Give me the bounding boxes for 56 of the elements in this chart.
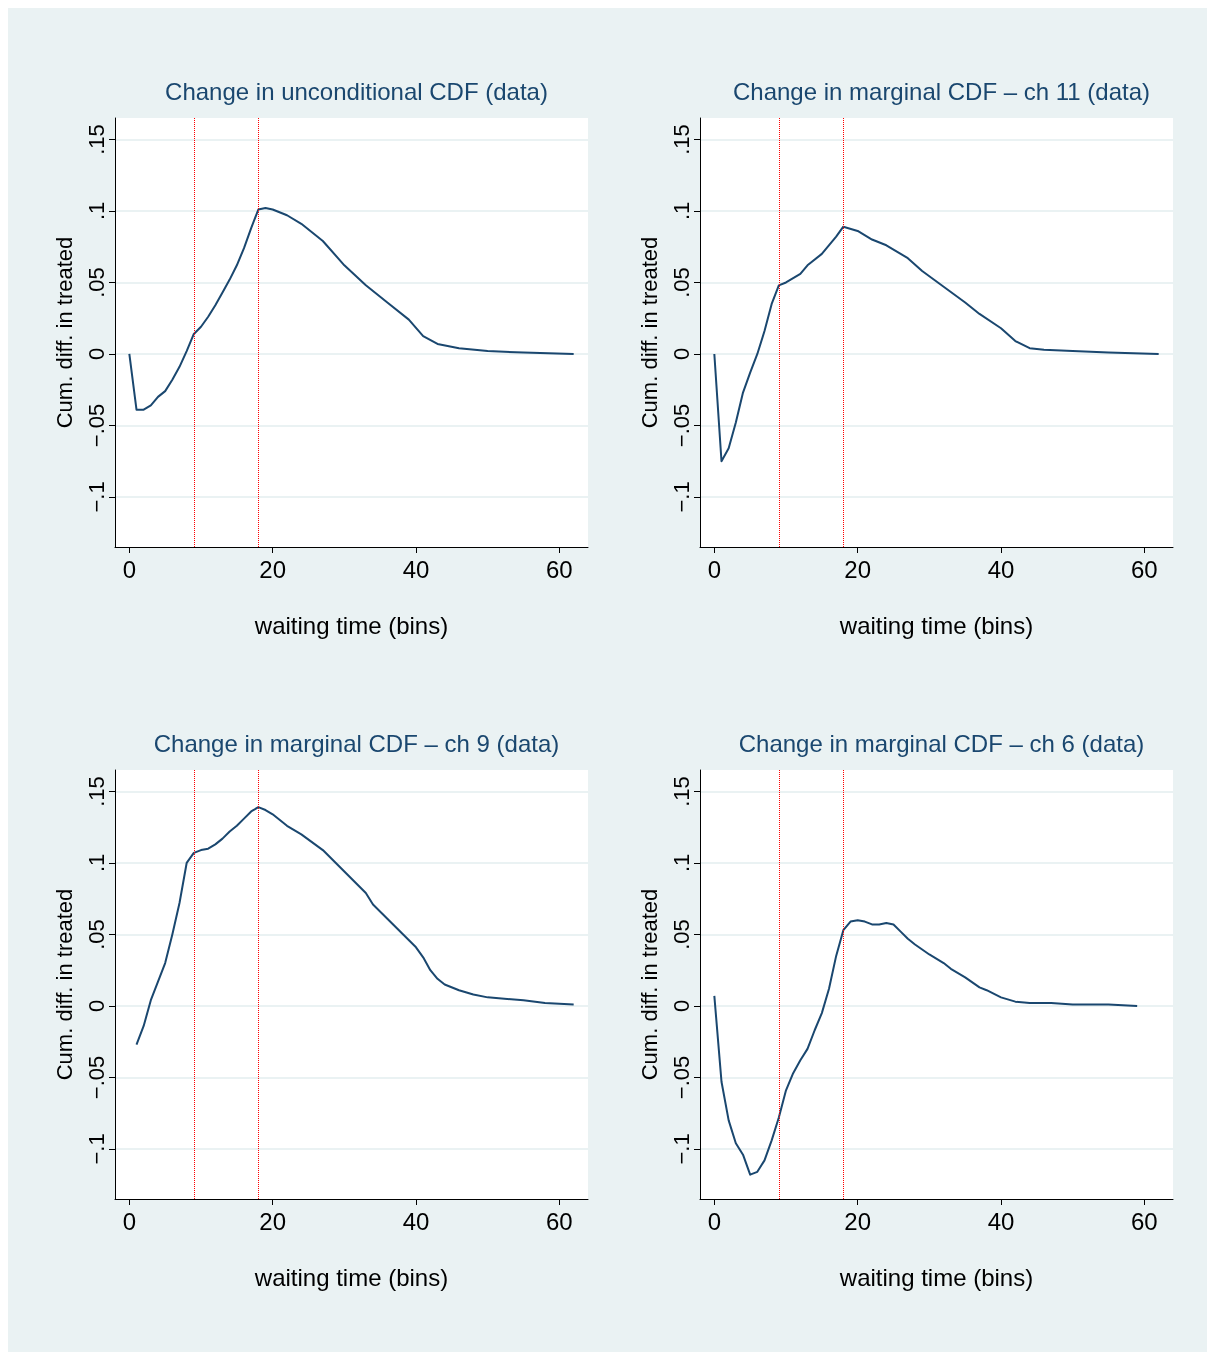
x-tick-label: 60 <box>1130 555 1158 583</box>
x-tick-label: 40 <box>402 1207 430 1235</box>
line-series <box>135 806 575 1046</box>
x-tick-label: 20 <box>259 555 287 583</box>
y-tick-label: −.05 <box>668 1055 694 1100</box>
line-series <box>713 919 1139 1176</box>
y-tick-label: .05 <box>83 267 109 298</box>
y-tick-label: .15 <box>668 776 694 807</box>
x-tick-label: 60 <box>1130 1207 1158 1235</box>
y-axis-title: Cum. diff. in treated <box>636 888 662 1081</box>
chart-title: Change in unconditional CDF (data) <box>165 77 548 105</box>
y-tick-label: 0 <box>83 999 109 1013</box>
y-tick-label: .05 <box>83 919 109 950</box>
x-tick-label: 60 <box>545 555 573 583</box>
y-tick-label: −.1 <box>83 1133 109 1165</box>
y-tick-label: .1 <box>668 853 694 873</box>
y-tick-label: .1 <box>668 201 694 221</box>
chart-title: Change in marginal CDF – ch 9 (data) <box>153 729 560 757</box>
y-axis-title: Cum. diff. in treated <box>636 236 662 429</box>
x-tick-label: 40 <box>402 555 430 583</box>
x-tick-label: 20 <box>259 1207 287 1235</box>
x-tick-label: 20 <box>844 555 872 583</box>
y-axis-title: Cum. diff. in treated <box>51 236 77 429</box>
line-series <box>128 207 575 411</box>
x-tick-label: 40 <box>987 555 1015 583</box>
y-axis-title: Cum. diff. in treated <box>51 888 77 1081</box>
x-tick-label: 0 <box>122 1207 137 1235</box>
x-tick-label: 60 <box>545 1207 573 1235</box>
x-tick-label: 0 <box>707 555 722 583</box>
y-tick-label: .05 <box>668 267 694 298</box>
y-tick-label: −.1 <box>83 481 109 513</box>
x-tick-label: 0 <box>122 555 137 583</box>
y-tick-label: −.1 <box>668 481 694 513</box>
x-axis-title: waiting time (bins) <box>253 1263 449 1291</box>
y-tick-label: −.05 <box>668 403 694 448</box>
y-tick-label: .15 <box>668 124 694 155</box>
y-tick-label: .15 <box>83 124 109 155</box>
x-tick-label: 0 <box>707 1207 722 1235</box>
y-tick-label: 0 <box>668 347 694 361</box>
y-tick-label: .1 <box>83 853 109 873</box>
x-axis-title: waiting time (bins) <box>253 611 449 639</box>
y-tick-label: .05 <box>668 919 694 950</box>
line-series <box>713 225 1160 463</box>
x-axis-title: waiting time (bins) <box>838 1263 1034 1291</box>
chart-title: Change in marginal CDF – ch 6 (data) <box>738 729 1145 757</box>
chart-title: Change in marginal CDF – ch 11 (data) <box>732 77 1151 105</box>
x-tick-label: 20 <box>844 1207 872 1235</box>
x-axis-title: waiting time (bins) <box>838 611 1034 639</box>
y-tick-label: −.05 <box>83 403 109 448</box>
y-tick-label: .1 <box>83 201 109 221</box>
y-tick-label: 0 <box>83 347 109 361</box>
x-tick-label: 40 <box>987 1207 1015 1235</box>
y-tick-label: −.05 <box>83 1055 109 1100</box>
y-tick-label: .15 <box>83 776 109 807</box>
y-tick-label: −.1 <box>668 1133 694 1165</box>
y-tick-label: 0 <box>668 999 694 1013</box>
